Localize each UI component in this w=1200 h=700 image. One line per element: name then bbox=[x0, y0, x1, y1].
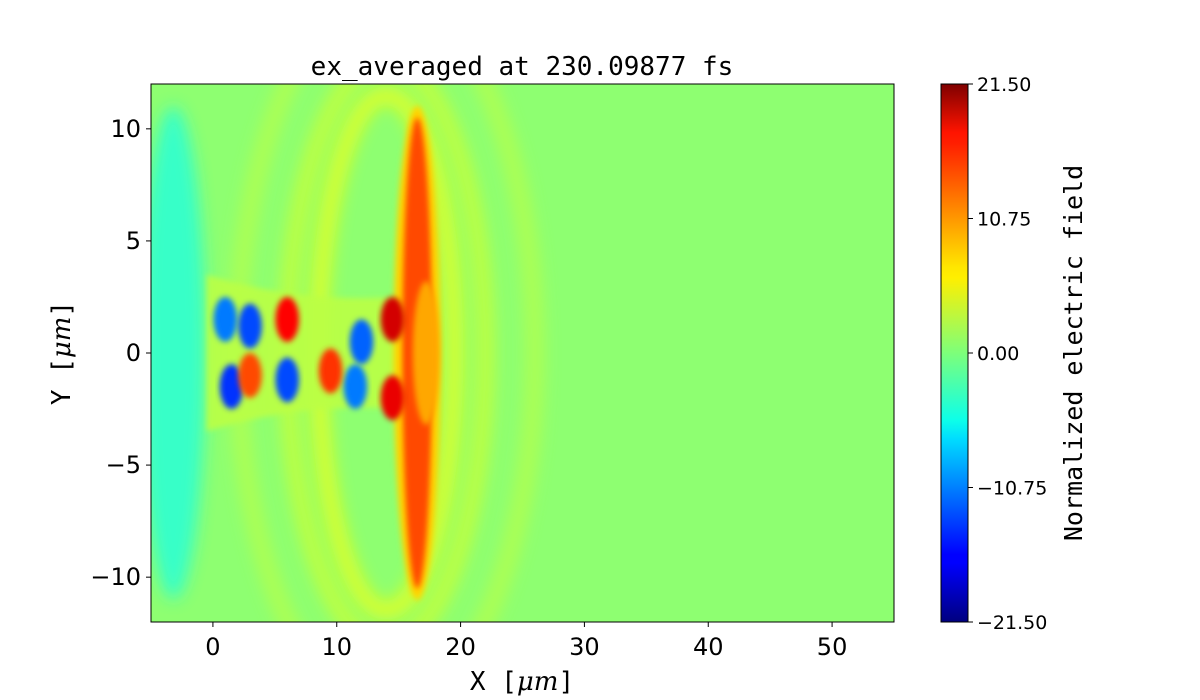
y-tick-label: −10 bbox=[90, 563, 141, 591]
heatmap-field bbox=[151, 84, 544, 622]
colorbar-label: Normalized electric field bbox=[1059, 165, 1088, 541]
x-tick-label: 50 bbox=[817, 633, 848, 661]
colorbar-gradient bbox=[940, 83, 969, 623]
x-tick-label: 40 bbox=[693, 633, 724, 661]
x-tick-label: 20 bbox=[445, 633, 476, 661]
x-tick-label: 30 bbox=[569, 633, 600, 661]
y-tick-label: 10 bbox=[110, 115, 141, 143]
field-blob bbox=[380, 375, 405, 421]
y-tick-label: 5 bbox=[126, 227, 141, 255]
x-tick-label: 0 bbox=[205, 633, 220, 661]
field-front-bulge bbox=[412, 281, 440, 425]
colorbar-tick-label: −10.75 bbox=[977, 478, 1047, 500]
field-blob bbox=[238, 303, 262, 349]
colorbar-tick-label: 10.75 bbox=[977, 209, 1031, 231]
x-tick-label: 10 bbox=[321, 633, 352, 661]
colorbar: −21.50 −10.75 0.00 10.75 21.50 Normalized el… bbox=[940, 74, 1088, 634]
y-tick-label: 0 bbox=[126, 339, 141, 367]
colorbar-ticks: −21.50 −10.75 0.00 10.75 21.50 bbox=[968, 74, 1047, 634]
field-blob bbox=[213, 296, 238, 342]
field-blob bbox=[318, 348, 343, 394]
y-axis: −10 −5 0 5 10 bbox=[90, 115, 151, 591]
y-tick-label: −5 bbox=[106, 451, 141, 479]
field-blob bbox=[219, 364, 244, 410]
colorbar-tick-label: 0.00 bbox=[977, 343, 1019, 365]
field-blob bbox=[275, 296, 299, 342]
field-blob bbox=[349, 319, 374, 365]
field-blob bbox=[380, 296, 405, 342]
edge-field-region bbox=[151, 106, 206, 600]
colorbar-tick-label: −21.50 bbox=[977, 612, 1047, 634]
field-blob bbox=[238, 353, 262, 398]
x-axis-label: X [μm] bbox=[470, 667, 574, 697]
field-blob bbox=[343, 364, 368, 410]
field-blob bbox=[275, 357, 299, 403]
y-axis-label: Y [μm] bbox=[47, 301, 77, 405]
colorbar-tick-label: 21.50 bbox=[977, 74, 1031, 96]
chart-title: ex_averaged at 230.09877 fs bbox=[311, 52, 734, 82]
plot-area bbox=[150, 83, 895, 623]
x-axis: 0 10 20 30 40 50 bbox=[205, 622, 847, 661]
